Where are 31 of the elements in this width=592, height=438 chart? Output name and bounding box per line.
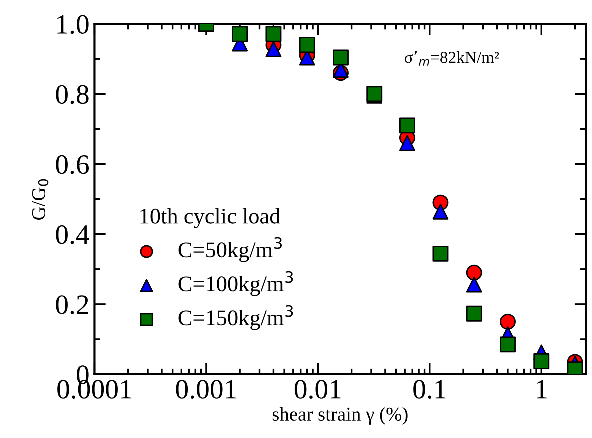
legend-label: C=100kg/m$^{3}$ xyxy=(178,271,294,296)
y-tick-label: 0.2 xyxy=(56,296,88,314)
annotation: σ’$_{m}$=82kN/m² xyxy=(404,50,500,66)
x-tick-label: 0.1 xyxy=(414,380,446,400)
x-tick-label: 0.01 xyxy=(294,380,341,400)
legend-label: C=150kg/m$^{3}$ xyxy=(178,305,294,330)
point xyxy=(432,246,449,262)
point xyxy=(500,336,516,353)
x-axis-title: shear strain γ (%) xyxy=(272,407,408,425)
point xyxy=(266,26,282,42)
point xyxy=(432,204,449,220)
point xyxy=(500,314,516,330)
y-tick-label: 0.8 xyxy=(56,85,89,104)
point xyxy=(534,354,550,370)
point xyxy=(332,50,349,66)
point xyxy=(400,118,416,134)
point xyxy=(266,41,282,58)
legend-title: 10th cyclic load xyxy=(140,208,280,228)
point xyxy=(466,264,482,281)
point xyxy=(299,37,316,54)
x-tick-label: 1 xyxy=(537,380,547,399)
x-tick-label: 0.001 xyxy=(176,380,236,400)
point xyxy=(400,135,416,152)
y-tick-label: 0.6 xyxy=(56,155,90,174)
point xyxy=(466,306,482,322)
y-tick-label: 1.0 xyxy=(58,15,89,34)
point xyxy=(466,276,482,293)
point xyxy=(232,26,248,42)
y-tick-label: 0.4 xyxy=(56,225,90,244)
legend-label: C=50kg/m$^{3}$ xyxy=(178,237,282,262)
y-axis-title: G/G$_{0}$ xyxy=(32,179,49,220)
